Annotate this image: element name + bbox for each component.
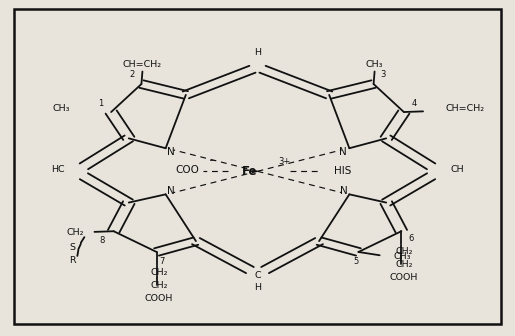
Text: CH₃: CH₃ — [52, 103, 70, 113]
Text: 1: 1 — [98, 99, 104, 108]
Text: N: N — [167, 146, 175, 157]
Text: N: N — [339, 146, 347, 157]
Text: CH₃: CH₃ — [394, 252, 411, 261]
Text: COO: COO — [175, 165, 199, 175]
Text: N: N — [167, 186, 175, 196]
Text: CH: CH — [450, 165, 464, 174]
Text: 3: 3 — [380, 70, 385, 79]
Text: C: C — [254, 271, 261, 280]
Text: S: S — [70, 243, 76, 252]
Text: CH₂: CH₂ — [395, 247, 413, 256]
Text: 4: 4 — [411, 99, 417, 108]
Text: HC: HC — [51, 165, 65, 174]
Text: −: − — [208, 155, 216, 164]
Text: CH₂: CH₂ — [67, 228, 84, 237]
Text: CH₂: CH₂ — [150, 268, 168, 277]
Text: COOH: COOH — [145, 294, 173, 303]
Text: 2: 2 — [130, 70, 135, 79]
Text: N: N — [340, 186, 348, 196]
Text: Fe: Fe — [242, 165, 258, 178]
Text: H: H — [254, 48, 261, 57]
Text: 3+: 3+ — [279, 157, 291, 166]
Text: R: R — [69, 256, 76, 265]
Text: CH=CH₂: CH=CH₂ — [445, 103, 485, 113]
Text: CH₂: CH₂ — [150, 281, 168, 290]
Text: 5: 5 — [353, 257, 358, 266]
Text: H: H — [254, 283, 261, 292]
Text: CH=CH₂: CH=CH₂ — [123, 60, 162, 69]
Text: 7: 7 — [159, 257, 164, 266]
Text: CH₂: CH₂ — [395, 260, 413, 269]
Text: 8: 8 — [100, 236, 105, 245]
Text: HIS: HIS — [334, 166, 351, 176]
Text: COOH: COOH — [390, 274, 418, 283]
Text: 6: 6 — [409, 234, 414, 243]
Text: CH₃: CH₃ — [366, 60, 383, 69]
